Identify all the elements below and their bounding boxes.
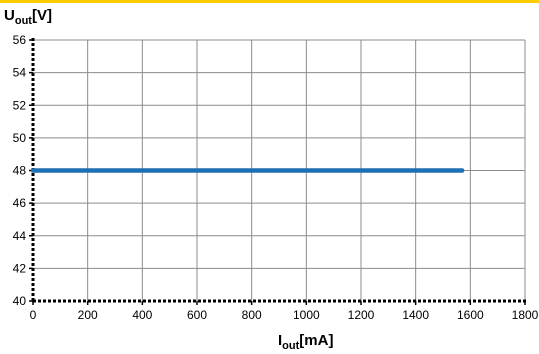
y-tick-label: 40 bbox=[13, 294, 27, 308]
y-tick-label: 44 bbox=[13, 229, 27, 243]
y-axis-title-sub: out bbox=[15, 15, 32, 27]
x-tick-label: 800 bbox=[242, 308, 262, 322]
x-tick-label: 200 bbox=[78, 308, 98, 322]
x-axis-title: Iout[mA] bbox=[278, 332, 333, 352]
x-axis-title-sub: out bbox=[282, 340, 299, 352]
x-tick-label: 1400 bbox=[402, 308, 429, 322]
top-accent-rule bbox=[0, 0, 539, 3]
y-tick-label: 50 bbox=[13, 131, 27, 145]
y-tick-label: 54 bbox=[13, 66, 27, 80]
y-tick-label: 46 bbox=[13, 196, 27, 210]
x-tick-label: 1800 bbox=[512, 308, 539, 322]
x-tick-label: 0 bbox=[30, 308, 37, 322]
x-axis-title-unit: [mA] bbox=[299, 332, 333, 349]
y-tick-label: 48 bbox=[13, 164, 27, 178]
y-axis-title-main: U bbox=[4, 7, 15, 24]
x-tick-label: 1600 bbox=[457, 308, 484, 322]
x-tick-label: 600 bbox=[187, 308, 207, 322]
y-axis-title: Uout[V] bbox=[4, 7, 52, 27]
x-tick-label: 1000 bbox=[293, 308, 320, 322]
x-tick-label: 400 bbox=[132, 308, 152, 322]
x-tick-label: 1200 bbox=[348, 308, 375, 322]
tick-labels: 0 200 400 600 800 1000 1200 1400 1600 1800 40 42 44 4… bbox=[13, 33, 539, 322]
y-tick-label: 56 bbox=[13, 33, 27, 47]
y-tick-label: 42 bbox=[13, 261, 27, 275]
y-tick-label: 52 bbox=[13, 98, 27, 112]
x-axis-title-main: I bbox=[278, 332, 282, 349]
y-axis-title-unit: [V] bbox=[32, 7, 52, 24]
